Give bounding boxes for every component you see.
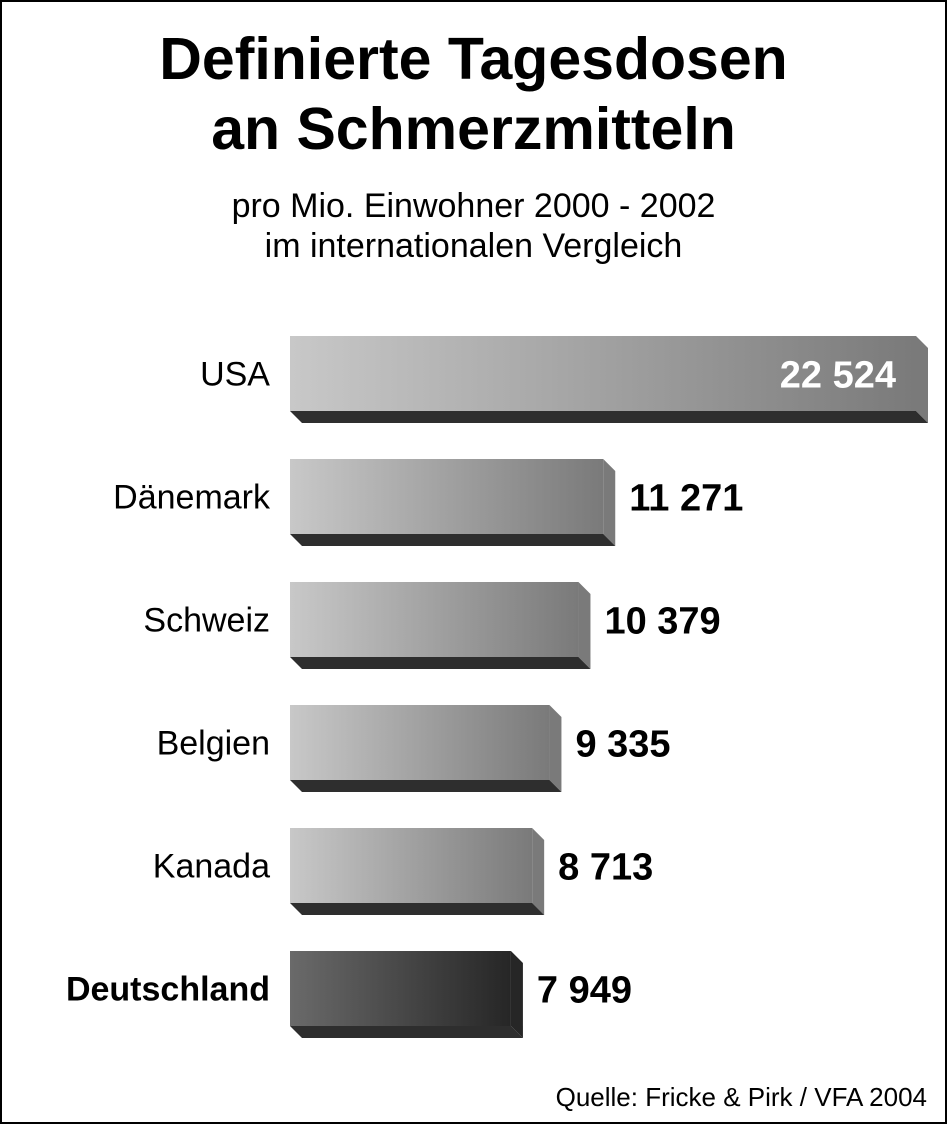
bar-4 xyxy=(290,828,545,915)
bar-side-0 xyxy=(916,336,928,423)
value-label-1: 11 271 xyxy=(629,478,743,520)
value-label-4: 8 713 xyxy=(558,847,653,889)
chart-title-line-2: an Schmerzmitteln xyxy=(211,96,736,162)
bars-group: USA 22 524 Dänemark 11 271 Schweiz 10 379 Belg… xyxy=(66,336,928,1038)
category-label-0: USA xyxy=(200,356,270,394)
bar-bottom-5 xyxy=(290,1026,523,1038)
bar-side-2 xyxy=(578,582,591,669)
bar-side-4 xyxy=(532,828,545,915)
chart-subtitle-line-1: pro Mio. Einwohner 2000 - 2002 xyxy=(231,187,716,225)
chart-title: Definierte Tagesdosen an Schmerzmitteln xyxy=(0,24,947,164)
category-label-5: Deutschland xyxy=(66,971,270,1009)
bar-bottom-1 xyxy=(290,534,616,546)
value-label-5: 7 949 xyxy=(537,970,632,1012)
category-label-3: Belgien xyxy=(157,725,270,763)
bar-front-2 xyxy=(290,582,579,657)
bar-bottom-3 xyxy=(290,780,562,792)
bar-bottom-0 xyxy=(290,411,928,423)
category-label-2: Schweiz xyxy=(143,602,270,640)
bar-bottom-4 xyxy=(290,903,545,915)
bar-side-5 xyxy=(510,951,523,1038)
bar-0 xyxy=(290,336,928,423)
chart-subtitle-line-2: im internationalen Vergleich xyxy=(264,227,683,265)
category-label-4: Kanada xyxy=(153,848,270,886)
value-label-0: 22 524 xyxy=(780,355,896,397)
bar-2 xyxy=(290,582,591,669)
bar-front-5 xyxy=(290,951,511,1026)
bar-side-1 xyxy=(603,459,616,546)
value-label-2: 10 379 xyxy=(604,601,720,643)
bar-bottom-2 xyxy=(290,657,591,669)
value-label-3: 9 335 xyxy=(575,724,670,766)
bar-side-3 xyxy=(549,705,562,792)
source-note: Quelle: Fricke & Pirk / VFA 2004 xyxy=(555,1082,927,1112)
bar-front-4 xyxy=(290,828,533,903)
chart-title-line-1: Definierte Tagesdosen xyxy=(159,26,788,92)
bar-front-1 xyxy=(290,459,604,534)
bar-front-0 xyxy=(290,336,916,411)
category-label-1: Dänemark xyxy=(113,479,271,517)
bar-1 xyxy=(290,459,616,546)
chart-subtitle: pro Mio. Einwohner 2000 - 2002 im intern… xyxy=(0,186,947,266)
bar-3 xyxy=(290,705,562,792)
bar-5 xyxy=(290,951,523,1038)
bar-front-3 xyxy=(290,705,550,780)
